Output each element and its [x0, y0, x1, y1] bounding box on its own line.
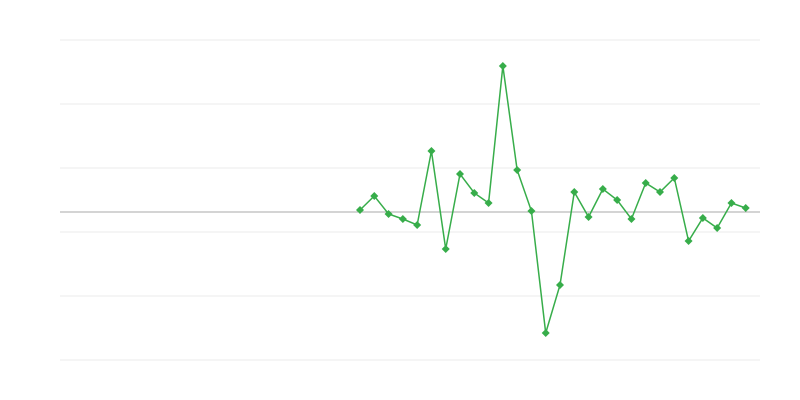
- data-point: [498, 62, 507, 70]
- data-point: [727, 199, 736, 207]
- data-point: [384, 210, 393, 218]
- data-point: [541, 329, 550, 337]
- data-point: [698, 214, 707, 222]
- data-point: [684, 237, 693, 245]
- data-point: [370, 192, 379, 200]
- data-point: [484, 199, 493, 207]
- data-line: [359, 65, 746, 334]
- data-point: [427, 147, 436, 155]
- data-point: [556, 281, 564, 289]
- data-point: [570, 188, 579, 196]
- data-point: [356, 206, 364, 214]
- data-point: [627, 215, 636, 223]
- data-point: [470, 189, 479, 197]
- data-point: [670, 174, 679, 182]
- data-point: [513, 166, 522, 174]
- data-point: [613, 196, 622, 204]
- data-point: [527, 207, 536, 215]
- data-point: [456, 170, 464, 178]
- data-point: [398, 215, 407, 223]
- data-point: [584, 213, 593, 221]
- data-point: [413, 221, 422, 229]
- data-point: [713, 224, 722, 232]
- data-point: [598, 185, 607, 193]
- data-point: [741, 204, 750, 212]
- data-point: [641, 179, 650, 187]
- data-point: [441, 245, 450, 253]
- data-point: [656, 188, 664, 196]
